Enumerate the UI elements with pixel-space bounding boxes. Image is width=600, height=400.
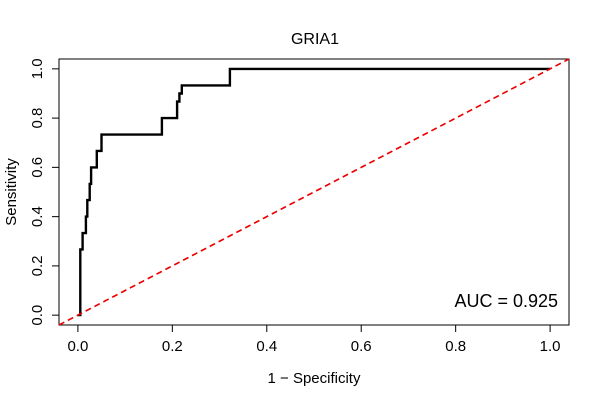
x-tick-label: 0.0 [67, 338, 88, 355]
x-tick-label: 0.6 [351, 338, 372, 355]
y-tick-label: 0.4 [29, 206, 46, 227]
chart-title: GRIA1 [291, 31, 339, 48]
x-tick-label: 1.0 [540, 338, 561, 355]
y-tick-label: 0.8 [29, 108, 46, 129]
x-axis-title: 1 − Specificity [268, 370, 361, 387]
roc-curve-line [77, 67, 551, 317]
auc-annotation: AUC = 0.925 [454, 291, 558, 311]
y-tick-label: 1.0 [29, 58, 46, 79]
y-tick-label: 0.0 [29, 305, 46, 326]
plot-frame [58, 58, 570, 326]
y-tick-label: 0.6 [29, 157, 46, 178]
reference-diagonal-line [58, 58, 570, 326]
x-tick-label: 0.2 [162, 338, 183, 355]
y-axis-title: Sensitivity [3, 158, 20, 226]
series-layer [58, 58, 570, 326]
x-axis: 0.0 0.2 0.4 0.6 0.8 1.0 [67, 324, 561, 355]
x-tick-label: 0.8 [445, 338, 466, 355]
x-tick-label: 0.4 [256, 338, 277, 355]
y-axis: 0.0 0.2 0.4 0.6 0.8 1.0 [29, 58, 60, 326]
y-tick-label: 0.2 [29, 255, 46, 276]
